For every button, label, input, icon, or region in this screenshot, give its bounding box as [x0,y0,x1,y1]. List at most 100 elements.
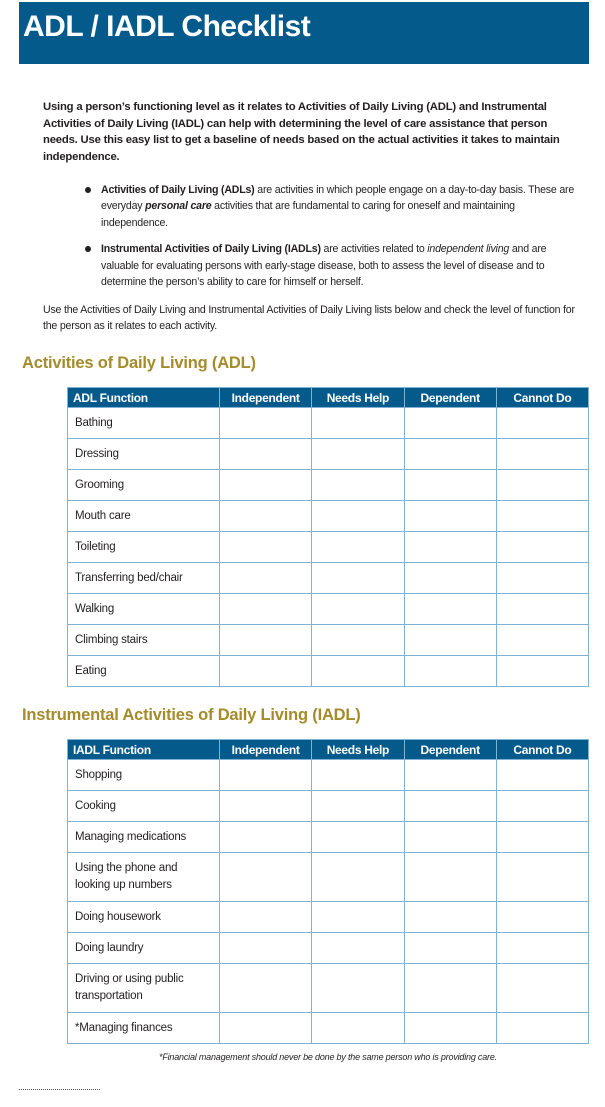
check-cell[interactable] [403,407,497,439]
check-cell[interactable] [495,500,590,532]
check-cell[interactable] [495,624,590,656]
check-cell[interactable] [403,852,497,902]
check-cell[interactable] [311,593,405,625]
table-row: Climbing stairs [67,624,590,656]
column-header: ADL Function [67,387,220,408]
check-cell[interactable] [311,624,405,656]
check-cell[interactable] [311,932,405,964]
footnote-divider [19,1089,100,1090]
check-cell[interactable] [495,655,590,687]
check-cell[interactable] [218,655,313,687]
check-cell[interactable] [495,1012,590,1044]
check-cell[interactable] [403,901,497,933]
activity-label: Grooming [67,469,220,501]
check-cell[interactable] [218,624,313,656]
activity-label: Dressing [67,438,220,470]
column-header: Independent [218,387,313,408]
check-cell[interactable] [218,790,313,822]
check-cell[interactable] [495,438,590,470]
check-cell[interactable] [311,759,405,791]
check-cell[interactable] [403,438,497,470]
activity-label: Eating [67,655,220,687]
check-cell[interactable] [403,469,497,501]
check-cell[interactable] [218,562,313,594]
bullet-text: and are valuable for evaluating persons … [101,243,547,289]
column-header: Cannot Do [495,387,590,408]
activity-label: Toileting [67,531,220,563]
check-cell[interactable] [311,901,405,933]
check-cell[interactable] [311,469,405,501]
check-cell[interactable] [218,438,313,470]
check-cell[interactable] [311,562,405,594]
activity-label: Shopping [67,759,220,791]
check-cell[interactable] [218,821,313,853]
column-header: Needs Help [311,387,405,408]
check-cell[interactable] [218,407,313,439]
check-cell[interactable] [311,790,405,822]
check-cell[interactable] [218,932,313,964]
check-cell[interactable] [311,531,405,563]
check-cell[interactable] [495,932,590,964]
check-cell[interactable] [495,901,590,933]
table-row: Doing housework [67,901,590,933]
check-cell[interactable] [403,624,497,656]
table-row: Walking [67,593,590,625]
check-cell[interactable] [218,500,313,532]
activity-label: Using the phone and looking up numbers [67,852,220,902]
check-cell[interactable] [403,531,497,563]
check-cell[interactable] [403,932,497,964]
check-cell[interactable] [218,963,313,1013]
check-cell[interactable] [495,963,590,1013]
column-header: Cannot Do [495,739,590,760]
check-cell[interactable] [218,901,313,933]
bullet-text: are activities in which people engage on… [101,184,575,213]
table-row: Bathing [67,407,590,439]
check-cell[interactable] [495,759,590,791]
intro-paragraph: Using a person’s functioning level as it… [43,101,560,163]
check-cell[interactable] [218,759,313,791]
activity-label: Cooking [67,790,220,822]
check-cell[interactable] [218,531,313,563]
check-cell[interactable] [495,821,590,853]
check-cell[interactable] [218,852,313,902]
check-cell[interactable] [403,655,497,687]
table-row: Using the phone and looking up numbers [67,852,590,902]
check-cell[interactable] [311,963,405,1013]
activity-label: Bathing [67,407,220,439]
check-cell[interactable] [495,562,590,594]
check-cell[interactable] [218,593,313,625]
check-cell[interactable] [495,531,590,563]
check-cell[interactable] [403,759,497,791]
table-row: Dressing [67,438,590,470]
check-cell[interactable] [403,790,497,822]
column-header: Dependent [403,739,497,760]
check-cell[interactable] [403,1012,497,1044]
column-header: Independent [218,739,313,760]
definition-list: Activities of Daily Living (ADLs) are ac… [82,182,582,300]
check-cell[interactable] [218,1012,313,1044]
table-row: Managing medications [67,821,590,853]
activity-label: Managing medications [67,821,220,853]
check-cell[interactable] [311,821,405,853]
check-cell[interactable] [311,852,405,902]
check-cell[interactable] [311,407,405,439]
check-cell[interactable] [218,469,313,501]
check-cell[interactable] [495,852,590,902]
check-cell[interactable] [495,790,590,822]
check-cell[interactable] [311,438,405,470]
check-cell[interactable] [311,1012,405,1044]
check-cell[interactable] [495,469,590,501]
table-row: *Managing finances [67,1012,590,1044]
check-cell[interactable] [403,821,497,853]
check-cell[interactable] [495,593,590,625]
check-cell[interactable] [403,963,497,1013]
check-cell[interactable] [403,500,497,532]
check-cell[interactable] [311,655,405,687]
column-header: Dependent [403,387,497,408]
check-cell[interactable] [495,407,590,439]
table-row: Driving or using public transportation [67,963,590,1013]
column-header: Needs Help [311,739,405,760]
check-cell[interactable] [403,562,497,594]
check-cell[interactable] [311,500,405,532]
check-cell[interactable] [403,593,497,625]
